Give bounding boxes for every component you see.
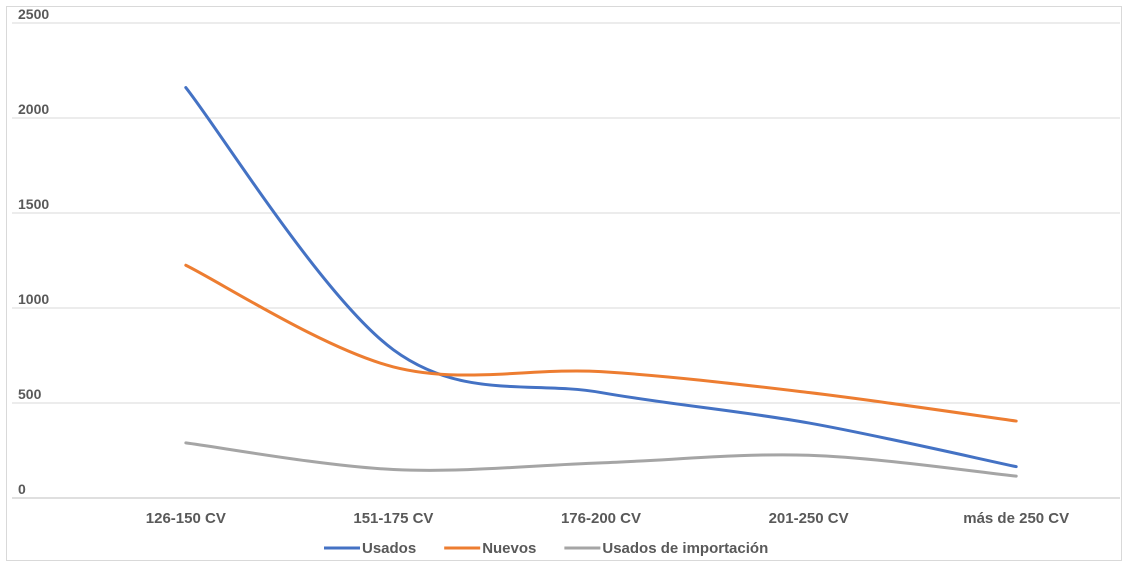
x-tick-label: 201-250 CV [769, 510, 849, 527]
legend: Usados Nuevos Usados de importación [324, 540, 768, 557]
series-line-nuevos [184, 263, 1018, 423]
series-line-usados-de-importacion [184, 441, 1018, 478]
y-tick-label: 2500 [18, 6, 49, 22]
x-tick-label: 176-200 CV [561, 510, 641, 527]
x-axis-ticks: 126-150 CV 151-175 CV 176-200 CV 201-250 CV… [146, 510, 1069, 527]
y-tick-label: 2000 [18, 101, 49, 117]
series-line-usados [184, 86, 1018, 469]
y-tick-label: 500 [18, 386, 42, 402]
y-tick-label: 0 [18, 481, 26, 497]
x-tick-label: más de 250 CV [963, 510, 1069, 527]
y-tick-label: 1000 [18, 291, 49, 307]
x-tick-label: 126-150 CV [146, 510, 226, 527]
y-tick-label: 1500 [18, 196, 49, 212]
series-lines [184, 86, 1018, 478]
x-tick-label: 151-175 CV [353, 510, 433, 527]
gridlines [12, 22, 1120, 499]
legend-label-usados: Usados [362, 540, 416, 557]
legend-label-usados-de-importacion: Usados de importación [602, 540, 768, 557]
chart-frame [6, 6, 1122, 561]
y-axis-ticks: 0 500 1000 1500 2000 2500 [18, 6, 49, 497]
legend-label-nuevos: Nuevos [482, 540, 536, 557]
